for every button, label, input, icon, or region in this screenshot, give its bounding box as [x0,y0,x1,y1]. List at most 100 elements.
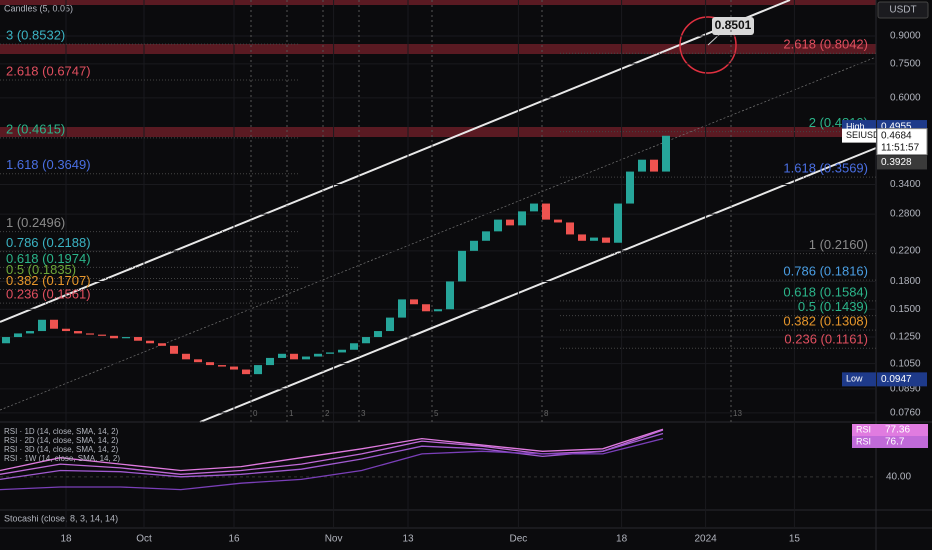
fib-label: 1.618 (0.3569) [783,161,868,176]
y-tick-label: 0.1250 [890,332,921,343]
candle-body [530,203,538,212]
fib-label: 0.786 (0.2188) [6,235,91,250]
candle-body [326,352,334,354]
price-tag-value: 0.3928 [881,157,912,168]
fib-label: 0.786 (0.1816) [783,264,868,279]
candle-body [122,337,130,339]
rsi-line [0,432,664,481]
event-label: 8 [544,409,549,418]
channel-mid [0,56,877,411]
candle-body [494,219,502,232]
x-tick-label: 15 [789,534,801,545]
candle-body [230,366,238,370]
currency-box [877,1,929,19]
candle-body [386,317,394,332]
candle-body [590,237,598,241]
fib-label: 1 (0.2496) [6,215,65,230]
candle-body [74,331,82,334]
event-label: 13 [733,409,742,418]
candle-body [470,240,478,251]
x-tick-label: 16 [228,534,240,545]
fib-label: 1.618 (0.3649) [6,157,91,172]
rsi-tag [852,424,928,436]
candle-body [194,359,202,363]
fib-label: 0.236 (0.1161) [784,332,868,347]
y-tick-label: 0.2800 [890,209,921,220]
candle-body [542,203,550,220]
rsi-legend: RSI · 3D (14, close, SMA, 14, 2) [4,445,119,454]
y-tick-label: 0.1500 [890,304,921,315]
price-tag [877,155,927,170]
price-tag-value: 0.4684 [881,130,912,141]
fib-label: 0.618 (0.1974) [6,251,91,266]
callout-text: 0.8501 [715,18,752,32]
candle-body [338,349,346,353]
fib-label: 0.618 (0.1584) [783,284,868,299]
rsi-legend: RSI · 1W (14, close, SMA, 14, 2) [4,454,120,463]
rsi-line [0,428,664,472]
candle-body [482,231,490,241]
candle-body [50,319,58,329]
rsi-line [0,437,664,491]
candle-body [278,353,286,358]
y-tick-label: 0.0760 [890,408,921,419]
rsi-legend: RSI · 2D (14, close, SMA, 14, 2) [4,436,119,445]
y-tick-label: 0.6000 [890,93,921,104]
y-tick-label: 0.0890 [890,383,921,394]
candle-body [458,250,466,282]
candle-body [218,365,226,367]
price-tag-value: 0.0947 [881,374,912,385]
indicator-label: Candles (5, 0.05) [4,3,73,13]
y-tick-label: 0.7500 [890,58,921,69]
candle-body [182,353,190,360]
candle-body [242,369,250,375]
x-tick-label: 18 [60,534,72,545]
event-label: 2 [325,409,330,418]
channel-line [0,0,791,323]
rsi-legend: RSI · 1D (14, close, SMA, 14, 2) [4,427,119,436]
candle-body [518,211,526,226]
candle-body [506,219,514,226]
candle-body [410,299,418,305]
candle-body [314,353,322,357]
candle-body [134,337,142,341]
x-tick-label: Dec [510,534,528,545]
candle-body [578,234,586,241]
fib-label: 0.236 (0.1561) [6,287,91,302]
rsi-tick-label: 40.00 [886,471,911,482]
candle-body [602,237,610,243]
currency: USDT [889,5,916,16]
tag-name: SEIUSDT [846,130,886,140]
candle-body [110,335,118,339]
event-label: 3 [361,409,366,418]
candle-body [62,328,70,332]
candle-body [566,222,574,235]
candle-body [398,299,406,318]
x-tick-label: 2024 [694,534,717,545]
tag-name: High [846,121,865,131]
candle-body [650,159,658,172]
fib-label: 2 (0.4615) [6,121,65,136]
zone-band [0,0,876,5]
candle-body [26,331,34,334]
candle-body [302,356,310,360]
price-tag-time: 11:51:57 [881,142,920,153]
candle-body [350,343,358,350]
candle-body [146,340,154,344]
x-tick-label: Oct [136,534,152,545]
zone-band [0,127,876,137]
candle-body [446,281,454,310]
zone-band [0,44,876,54]
fib-label: 0.5 (0.1835) [6,262,76,277]
candle-body [290,353,298,360]
candle-body [14,333,22,338]
event-label: 1 [289,409,294,418]
fib-label: 0.382 (0.1707) [6,273,91,288]
highlight-circle [679,16,737,74]
candle-body [614,203,622,243]
candle-body [158,343,166,346]
candle-body [374,331,382,338]
channel-line [199,147,877,423]
candle-body [38,319,46,332]
